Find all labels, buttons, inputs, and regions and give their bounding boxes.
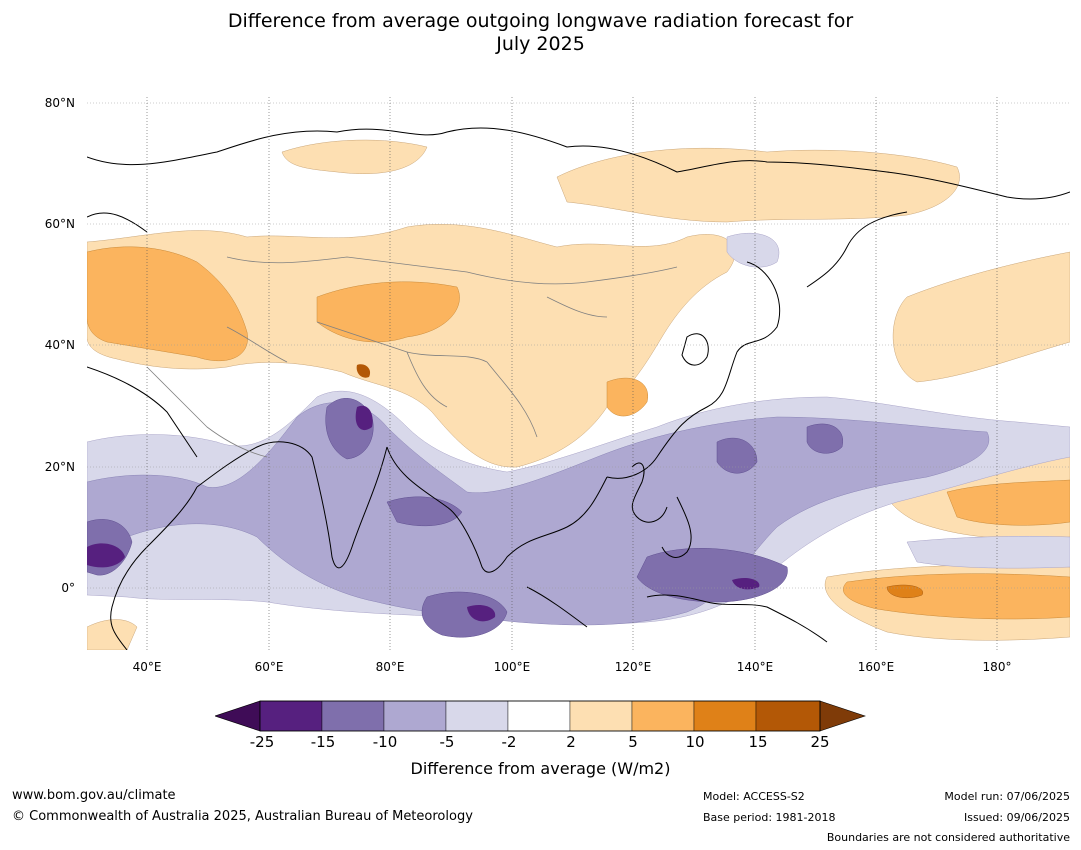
colorbar-box-3 (383, 700, 447, 732)
colorbar-arrow-left (215, 700, 261, 732)
deepest-purple-regions (87, 405, 760, 622)
colorbar-box-1 (259, 700, 323, 732)
colorbar-outline (259, 700, 821, 732)
colorbar-tick-label: 10 (685, 733, 705, 751)
colorbar-tick-label: -10 (372, 733, 398, 751)
lat-gridlines (87, 102, 1070, 589)
colorbar-box-4 (445, 700, 509, 732)
bom-url: www.bom.gov.au/climate (12, 788, 176, 803)
boundaries-disclaimer: Boundaries are not considered authoritat… (826, 831, 1070, 844)
colorbar-tick-label: -15 (310, 733, 336, 751)
lat-label-20n: 20°N (44, 460, 75, 474)
map-title: Difference from average outgoing longwav… (0, 10, 1081, 56)
lat-label-80n: 80°N (44, 96, 75, 110)
lon-label-160e: 160°E (857, 660, 895, 674)
lon-gridlines (146, 97, 998, 650)
colorbar-tick-label: -2 (501, 733, 517, 751)
brown-region (356, 364, 371, 378)
model-run-date: Model run: 07/06/2025 (944, 790, 1070, 803)
colorbar-tick-label: -5 (439, 733, 455, 751)
issued-date: Issued: 09/06/2025 (963, 811, 1070, 824)
colorbar-box-5 (507, 700, 571, 732)
coastlines (87, 127, 1070, 650)
lon-label-80e: 80°E (375, 660, 405, 674)
lat-label-60n: 60°N (44, 217, 75, 231)
colorbar-title: Difference from average (W/m2) (410, 759, 671, 778)
colorbar-tick-label: 15 (748, 733, 768, 751)
lat-label-0: 0° (61, 581, 75, 595)
colorbar-tick-label: 25 (810, 733, 830, 751)
map-title-line-2: July 2025 (496, 33, 585, 55)
lon-label-40e: 40°E (132, 660, 162, 674)
colorbar-box-6 (569, 700, 633, 732)
olr-anomaly-map (87, 97, 1070, 650)
colorbar-arrow-right (819, 700, 866, 732)
colorbar-box-2 (321, 700, 385, 732)
colorbar-box-8 (693, 700, 757, 732)
model-name: Model: ACCESS-S2 (703, 790, 805, 803)
lon-label-120e: 120°E (614, 660, 652, 674)
lon-label-180: 180° (982, 660, 1012, 674)
lon-label-100e: 100°E (493, 660, 531, 674)
lon-label-60e: 60°E (254, 660, 284, 674)
colorbar-tick-label: -25 (249, 733, 275, 751)
colorbar-tick-label: 2 (566, 733, 576, 751)
colorbar (215, 700, 866, 732)
lat-label-40n: 40°N (44, 338, 75, 352)
map-title-line-1: Difference from average outgoing longwav… (227, 10, 854, 32)
base-period: Base period: 1981-2018 (703, 811, 836, 824)
colorbar-box-7 (631, 700, 695, 732)
country-borders (146, 256, 678, 458)
colorbar-box-9 (755, 700, 821, 732)
copyright-notice: © Commonwealth of Australia 2025, Austra… (12, 809, 473, 824)
lon-label-140e: 140°E (736, 660, 774, 674)
colorbar-tick-label: 5 (628, 733, 638, 751)
